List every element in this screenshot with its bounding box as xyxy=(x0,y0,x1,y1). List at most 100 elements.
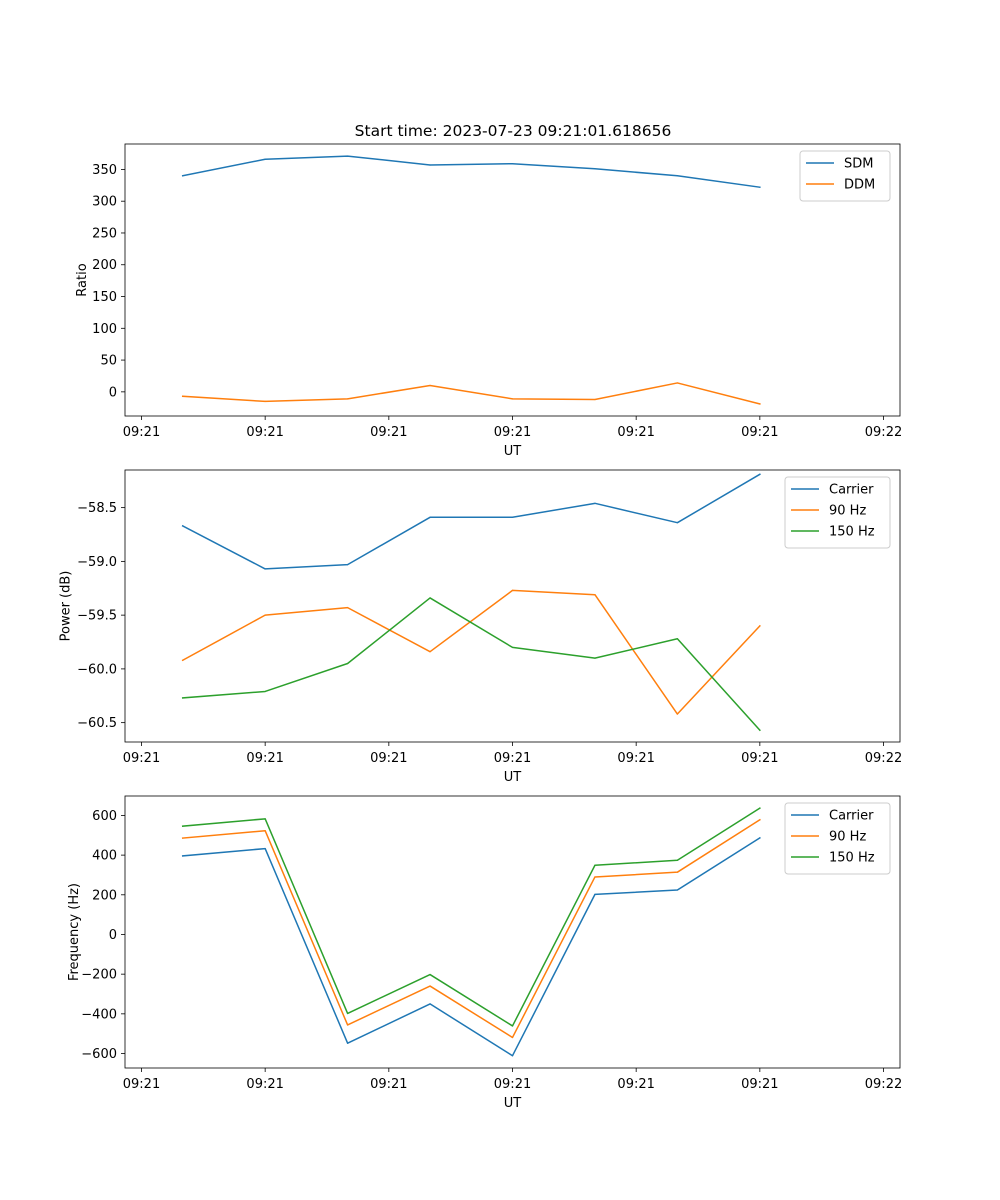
data-point xyxy=(429,1003,431,1005)
data-point xyxy=(594,876,596,878)
x-tick-label: 09:21 xyxy=(494,425,531,440)
data-point xyxy=(594,893,596,896)
data-point xyxy=(759,837,761,839)
legend: Carrier 90 Hz 150 Hz xyxy=(784,802,891,875)
y-axis-label: Ratio xyxy=(75,263,90,296)
data-point xyxy=(182,525,184,527)
data-point xyxy=(429,651,431,653)
x-axis-label: UT xyxy=(504,444,522,459)
data-point xyxy=(264,830,266,832)
x-tick-label: 09:21 xyxy=(741,751,778,766)
data-point xyxy=(347,1012,349,1015)
y-tick-label: 200 xyxy=(92,258,117,273)
data-point xyxy=(182,659,184,661)
x-tick-label: 09:21 xyxy=(741,425,778,440)
y-tick-label: −600 xyxy=(81,1047,117,1062)
data-point xyxy=(182,825,184,827)
x-tick-label: 09:21 xyxy=(617,425,654,440)
data-point xyxy=(182,697,184,699)
y-tick-label: 0 xyxy=(109,928,117,943)
series-line-150-hz xyxy=(181,597,761,732)
data-point xyxy=(511,1055,514,1057)
x-tick-label: 09:21 xyxy=(123,425,160,440)
data-point xyxy=(264,818,266,820)
data-point xyxy=(429,597,431,599)
y-axis-label: Power (dB) xyxy=(59,571,74,642)
y-tick-label: 600 xyxy=(92,809,117,824)
data-point xyxy=(347,564,349,566)
data-point xyxy=(511,163,514,165)
data-point xyxy=(594,594,596,596)
x-tick-label: 09:21 xyxy=(123,1077,160,1092)
data-point xyxy=(594,864,596,866)
x-tick-label: 09:21 xyxy=(246,425,283,440)
legend-label-150-hz: 150 Hz xyxy=(829,525,875,540)
y-tick-label: 0 xyxy=(109,385,117,400)
data-point xyxy=(429,516,431,518)
data-point xyxy=(182,395,184,397)
y-tick-label: −59.5 xyxy=(77,609,117,624)
subplot-2: 09:21 09:21 09:21 09:21 09:21 09:21 09:22 −60.5… xyxy=(59,469,902,785)
x-tick-label: 09:22 xyxy=(865,751,902,766)
x-axis-label: UT xyxy=(504,770,522,785)
series-line-90-hz xyxy=(181,589,761,715)
legend-label-ddm: DDM xyxy=(844,178,875,193)
data-point xyxy=(676,382,678,384)
legend-label-carrier: Carrier xyxy=(829,483,874,498)
y-tick-label: 50 xyxy=(100,354,117,369)
data-point xyxy=(264,568,266,570)
y-tick-label: 350 xyxy=(92,163,117,178)
y-tick-label: 200 xyxy=(92,888,117,903)
x-tick-label: 09:22 xyxy=(865,425,902,440)
series-line-90-hz xyxy=(181,818,761,1039)
data-point xyxy=(676,859,678,861)
data-point xyxy=(759,819,761,821)
data-point xyxy=(347,155,349,157)
data-point xyxy=(759,186,761,188)
data-point xyxy=(511,1036,514,1039)
y-tick-label: 100 xyxy=(92,322,117,337)
data-point xyxy=(676,871,678,873)
y-tick-label: −60.0 xyxy=(77,662,117,677)
legend: Carrier 90 Hz 150 Hz xyxy=(784,476,891,549)
x-tick-label: 09:21 xyxy=(494,751,531,766)
legend-label-150-hz: 150 Hz xyxy=(829,851,875,866)
x-tick-label: 09:21 xyxy=(370,751,407,766)
data-point xyxy=(264,158,266,160)
data-point xyxy=(429,164,431,166)
y-tick-label: −59.0 xyxy=(77,555,117,570)
data-point xyxy=(264,614,266,616)
x-tick-label: 09:21 xyxy=(123,751,160,766)
data-point xyxy=(594,502,596,504)
y-tick-label: −58.5 xyxy=(77,501,117,516)
series-line-sdm xyxy=(181,155,761,189)
y-tick-label: −200 xyxy=(81,968,117,983)
data-point xyxy=(759,807,761,809)
subplot-3: 09:21 09:21 09:21 09:21 09:21 09:21 09:22 −600 −… xyxy=(67,795,902,1111)
subplot-1: 09:21 09:21 09:21 09:21 09:21 09:21 09:22 0 50 10… xyxy=(75,143,902,459)
data-point xyxy=(676,889,678,891)
data-point xyxy=(759,729,761,731)
legend-label-90-hz: 90 Hz xyxy=(829,504,866,519)
y-tick-label: 400 xyxy=(92,849,117,864)
data-point xyxy=(264,690,266,693)
data-point xyxy=(429,985,431,987)
data-point xyxy=(676,713,678,715)
data-point xyxy=(511,589,514,592)
data-point xyxy=(511,646,514,648)
data-point xyxy=(594,657,596,659)
series-line-150-hz xyxy=(181,807,761,1027)
data-point xyxy=(759,403,761,405)
data-point xyxy=(347,398,349,400)
data-point xyxy=(759,625,761,627)
data-point xyxy=(511,1025,514,1027)
figure-title: Start time: 2023-07-23 09:21:01.618656 xyxy=(355,122,672,140)
x-tick-label: 09:21 xyxy=(370,425,407,440)
data-point xyxy=(264,847,266,850)
data-point xyxy=(676,175,678,177)
data-point xyxy=(347,607,349,609)
data-point xyxy=(347,1042,349,1044)
y-tick-label: −400 xyxy=(81,1007,117,1022)
series-line-carrier xyxy=(181,836,761,1057)
